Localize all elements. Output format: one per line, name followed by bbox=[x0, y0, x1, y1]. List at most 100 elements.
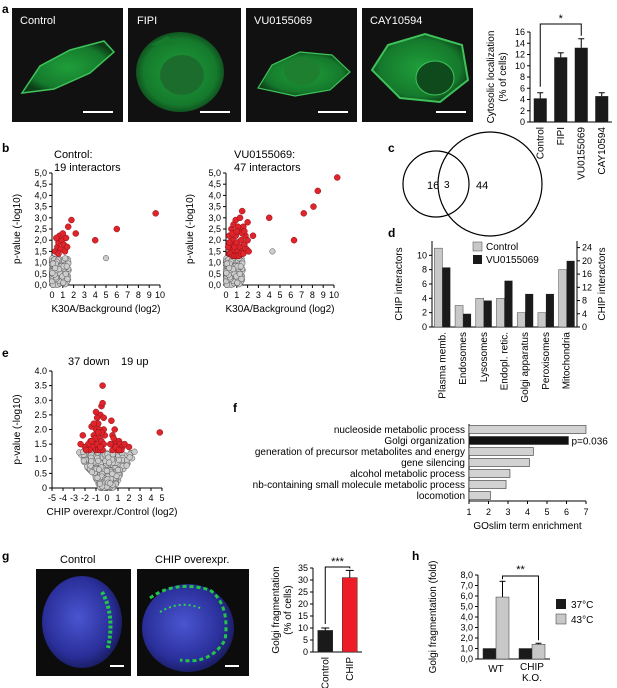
panel-a-image-vu0155069: VU0155069 bbox=[246, 8, 357, 122]
panel-a-image-cay10594: CAY10594 bbox=[362, 8, 473, 122]
panel-a-letter: a bbox=[2, 2, 9, 16]
hit-point bbox=[113, 225, 121, 233]
hit-point bbox=[310, 203, 317, 210]
y-axis-label: Golgi fragmentation (fold) bbox=[428, 561, 439, 674]
y-tick-label: 2,0 bbox=[460, 633, 473, 643]
hit-point bbox=[240, 250, 247, 257]
venn-overlap-count: 3 bbox=[444, 180, 450, 191]
up-point bbox=[108, 417, 115, 424]
y-tick-label: 10 bbox=[298, 623, 308, 633]
x-tick-label: Endosomes bbox=[458, 332, 469, 385]
bar-vu0155069 bbox=[463, 313, 472, 327]
hit-point bbox=[265, 214, 273, 222]
background-point bbox=[226, 265, 233, 272]
x-tick-label: 1 bbox=[466, 507, 471, 517]
background-point bbox=[223, 269, 230, 277]
up-point bbox=[111, 426, 118, 433]
x-tick-label: 5 bbox=[159, 493, 164, 503]
y2-tick-label: 4 bbox=[582, 309, 587, 319]
hit-point bbox=[72, 230, 80, 237]
down-point bbox=[92, 408, 100, 416]
significance-bracket bbox=[502, 575, 539, 641]
y-tick-label: 1,0 bbox=[34, 258, 47, 268]
panel-b-left-count: 19 interactors bbox=[54, 162, 121, 174]
y-tick-label: 1,5 bbox=[208, 246, 221, 256]
down-point bbox=[90, 420, 98, 427]
legend-swatch-43c bbox=[555, 613, 567, 625]
y-tick-label: 0,0 bbox=[208, 280, 221, 290]
y-tick-label: 12 bbox=[515, 50, 525, 60]
bar-control bbox=[537, 312, 547, 328]
significance-label: ** bbox=[516, 564, 525, 576]
bar-43c bbox=[531, 644, 546, 660]
y2-tick-label: 8 bbox=[582, 296, 587, 306]
y-tick-label: 2,0 bbox=[34, 235, 47, 245]
x-tick-label: 3 bbox=[256, 290, 261, 300]
x-tick-label: 8 bbox=[310, 290, 315, 300]
y-tick-label: 0,0 bbox=[460, 654, 473, 664]
x-tick-label: -5 bbox=[48, 493, 56, 503]
hit-point bbox=[225, 239, 233, 246]
background-point bbox=[234, 279, 241, 286]
y-tick-label: 25 bbox=[298, 587, 308, 597]
panel-e-volcano-plot: 00.51.01.52.02.53.03.54.0-5 -4 -3 -2 -1 0 1 2 3 4… bbox=[12, 366, 177, 518]
y-tick-label: 3.0 bbox=[34, 395, 47, 405]
panel-g-image-control bbox=[36, 569, 131, 676]
y-tick-label: 5,0 bbox=[34, 168, 47, 178]
up-point bbox=[107, 440, 114, 448]
background-point bbox=[88, 458, 95, 465]
x-tick-label: 2 bbox=[486, 507, 491, 517]
background-point bbox=[80, 457, 87, 464]
hit-point bbox=[238, 207, 246, 215]
background-point bbox=[95, 466, 103, 473]
x-tick-label: 1 bbox=[60, 290, 65, 300]
y-tick-label: 2,0 bbox=[208, 235, 221, 245]
y-tick-label: 4.0 bbox=[34, 366, 47, 376]
y-axis-label: p-value (-log10) bbox=[12, 394, 23, 464]
background-point bbox=[102, 255, 110, 262]
legend-swatch-control bbox=[472, 241, 483, 252]
x-tick-label: FIPI bbox=[556, 127, 567, 145]
background-point bbox=[60, 279, 67, 286]
y-tick-label: 4 bbox=[520, 95, 525, 105]
hit-point bbox=[91, 236, 99, 244]
down-point bbox=[99, 382, 106, 389]
hit-point bbox=[62, 234, 70, 242]
panel-b-right-count: 47 interactors bbox=[234, 162, 301, 174]
down-point bbox=[79, 432, 87, 439]
legend-label: VU0155069 bbox=[486, 255, 539, 266]
y-tick-label: 15 bbox=[298, 611, 308, 621]
hit-point bbox=[290, 236, 298, 244]
bar-highlight bbox=[468, 436, 569, 445]
down-point bbox=[88, 437, 95, 445]
hit-point bbox=[244, 219, 251, 226]
legend-label: 43°C bbox=[571, 615, 593, 626]
background-point bbox=[94, 474, 101, 481]
background-point bbox=[62, 255, 69, 262]
panel-h-bar-chart: 0,01,02,03,04,05,06,07,08,0 WT CHIP K.O. ** 3… bbox=[428, 561, 593, 684]
y-tick-label: 10 bbox=[417, 250, 427, 260]
panel-a-image-label: FIPI bbox=[137, 15, 157, 27]
x-tick-label: CHIP bbox=[345, 657, 356, 681]
x-tick-label: 0 bbox=[223, 290, 228, 300]
hit-point bbox=[68, 216, 75, 224]
bar-vu0155069 bbox=[504, 280, 513, 327]
x-tick-label: Control bbox=[320, 657, 331, 688]
x-tick-label: 7 bbox=[583, 507, 588, 517]
down-point bbox=[77, 440, 84, 448]
venn-circle-control bbox=[402, 150, 470, 218]
category-label: gene silencing bbox=[401, 458, 465, 469]
background-point bbox=[106, 459, 113, 466]
background-point bbox=[236, 270, 243, 277]
hit-point bbox=[241, 227, 248, 235]
x-tick-label: -1 bbox=[92, 493, 100, 503]
y-tick-label: 30 bbox=[298, 575, 308, 585]
venn-right-count: 44 bbox=[476, 180, 488, 192]
x-tick-label: -4 bbox=[59, 493, 67, 503]
y-axis-label: p-value (-log10) bbox=[12, 194, 23, 264]
x-tick-label: 1 bbox=[115, 493, 120, 503]
hit-point bbox=[152, 210, 159, 217]
bar-vu0155069 bbox=[545, 293, 554, 327]
hit-point bbox=[236, 214, 244, 222]
